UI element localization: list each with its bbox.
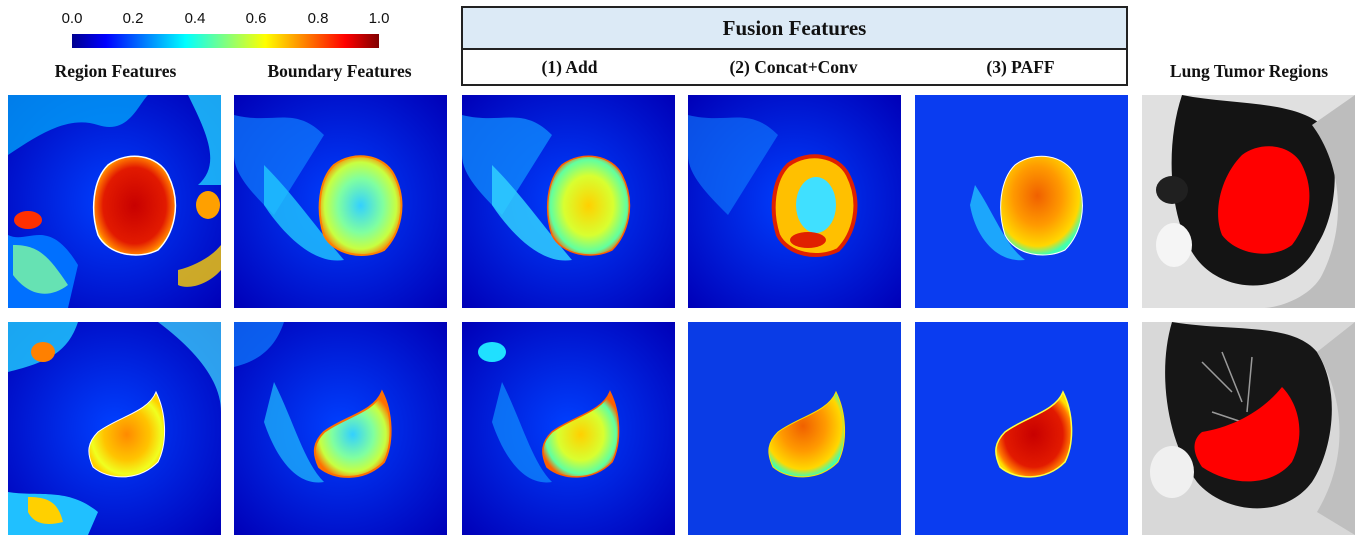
colorbar-gradient xyxy=(72,34,379,48)
colorbar: 0.0 0.2 0.4 0.6 0.8 1.0 xyxy=(60,10,400,52)
header-paff: (3) PAFF xyxy=(986,57,1055,77)
panel-concat-row1 xyxy=(688,95,901,308)
header-lung-tumor-regions: Lung Tumor Regions xyxy=(1169,61,1329,81)
panel-paff-row1 xyxy=(915,95,1128,308)
header-add: (1) Add xyxy=(541,57,598,77)
fusion-features-title: Fusion Features xyxy=(463,8,1126,50)
panel-boundary-row1 xyxy=(234,95,447,308)
panel-boundary-row2 xyxy=(234,322,447,535)
panel-region-row2 xyxy=(8,322,221,535)
panel-region-row1 xyxy=(8,95,221,308)
colorbar-tick: 1.0 xyxy=(368,10,390,27)
colorbar-tick: 0.8 xyxy=(307,10,329,27)
colorbar-tick: 0.0 xyxy=(61,10,83,27)
header-boundary-features: Boundary Features xyxy=(267,61,412,81)
colorbar-tick: 0.4 xyxy=(184,10,206,27)
header-region-features: Region Features xyxy=(54,61,177,81)
panel-add-row1 xyxy=(462,95,675,308)
panel-add-row2 xyxy=(462,322,675,535)
panel-lung-row2 xyxy=(1142,322,1355,535)
panel-concat-row2 xyxy=(688,322,901,535)
fusion-features-box: Fusion Features (1) Add (2) Concat+Conv … xyxy=(461,6,1128,86)
colorbar-tick: 0.2 xyxy=(122,10,144,27)
panel-paff-row2 xyxy=(915,322,1128,535)
header-concat-conv: (2) Concat+Conv xyxy=(729,57,858,77)
panel-lung-row1 xyxy=(1142,95,1355,308)
colorbar-tick: 0.6 xyxy=(245,10,267,27)
